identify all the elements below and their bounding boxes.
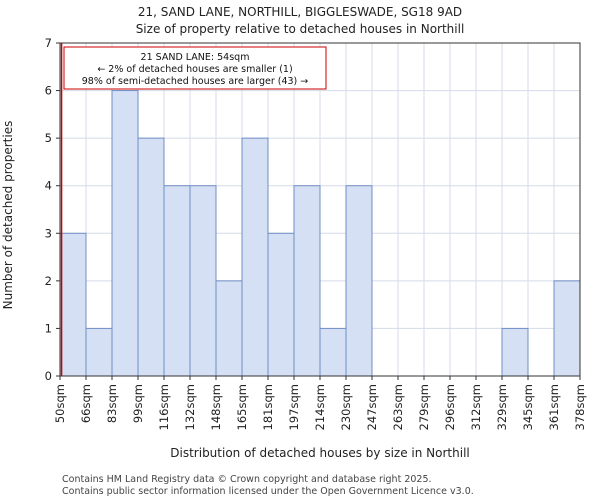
- y-tick-label: 0: [45, 369, 52, 383]
- x-tick-label: 214sqm: [313, 384, 327, 430]
- bars: [59, 90, 581, 377]
- x-tick-label: 345sqm: [521, 384, 535, 430]
- chart-subtitle: Size of property relative to detached ho…: [136, 22, 465, 36]
- x-tick-label: 181sqm: [261, 384, 275, 430]
- bar-50sqm: [59, 232, 87, 377]
- x-tick-label: 361sqm: [547, 384, 561, 430]
- x-tick-label: 230sqm: [339, 384, 353, 430]
- bar-329sqm: [501, 327, 529, 377]
- x-tick-label: 50sqm: [53, 384, 67, 423]
- y-axis-label: Number of detached properties: [1, 121, 15, 310]
- x-tick-label: 132sqm: [183, 384, 197, 430]
- x-axis-label: Distribution of detached houses by size …: [170, 446, 469, 460]
- bar-165sqm: [241, 137, 269, 377]
- bar-83sqm: [111, 90, 139, 377]
- bar-148sqm: [215, 280, 243, 377]
- bar-361sqm: [553, 280, 581, 377]
- x-tick-label: 263sqm: [391, 384, 405, 430]
- bar-214sqm: [319, 327, 347, 377]
- x-tick-label: 329sqm: [495, 384, 509, 430]
- x-tick-label: 99sqm: [131, 384, 145, 423]
- x-tick-label: 148sqm: [209, 384, 223, 430]
- x-tick-label: 378sqm: [573, 384, 587, 430]
- annotation-line-1: 21 SAND LANE: 54sqm: [141, 52, 250, 63]
- bar-197sqm: [293, 185, 321, 377]
- bar-230sqm: [345, 185, 373, 377]
- annotation-frame: [63, 46, 327, 90]
- annotation-line-3: 98% of semi-detached houses are larger (…: [82, 76, 309, 87]
- bar-66sqm: [85, 327, 113, 377]
- y-axis-ticks: 0 1 2 3 4 5 6 7: [45, 36, 60, 383]
- x-tick-label: 165sqm: [235, 384, 249, 430]
- chart-title: 21, SAND LANE, NORTHILL, BIGGLESWADE, SG…: [138, 5, 462, 19]
- x-tick-label: 66sqm: [79, 384, 93, 423]
- x-tick-label: 296sqm: [443, 384, 457, 430]
- y-tick-label: 1: [45, 321, 52, 335]
- y-tick-label: 6: [45, 84, 52, 98]
- y-tick-label: 5: [45, 131, 52, 145]
- y-tick-label: 2: [45, 274, 52, 288]
- x-tick-label: 247sqm: [365, 384, 379, 430]
- x-tick-label: 279sqm: [417, 384, 431, 430]
- annotation-box: 21 SAND LANE: 54sqm ← 2% of detached hou…: [63, 46, 327, 90]
- bar-116sqm: [163, 185, 191, 377]
- bar-132sqm: [189, 185, 217, 377]
- x-tick-label: 197sqm: [287, 384, 301, 430]
- bar-181sqm: [267, 232, 295, 377]
- x-axis-ticks: 50sqm 66sqm 83sqm 99sqm 116sqm 132sqm 148sqm 16…: [53, 376, 587, 430]
- y-tick-label: 4: [45, 179, 52, 193]
- x-tick-label: 83sqm: [105, 384, 119, 423]
- bar-99sqm: [137, 137, 165, 377]
- footer-line-1: Contains HM Land Registry data © Crown c…: [62, 474, 432, 485]
- footer-line-2: Contains public sector information licen…: [62, 486, 474, 497]
- x-tick-label: 312sqm: [469, 384, 483, 430]
- y-tick-label: 7: [45, 36, 52, 50]
- x-tick-label: 116sqm: [157, 384, 171, 430]
- y-tick-label: 3: [45, 226, 52, 240]
- annotation-line-2: ← 2% of detached houses are smaller (1): [97, 64, 292, 75]
